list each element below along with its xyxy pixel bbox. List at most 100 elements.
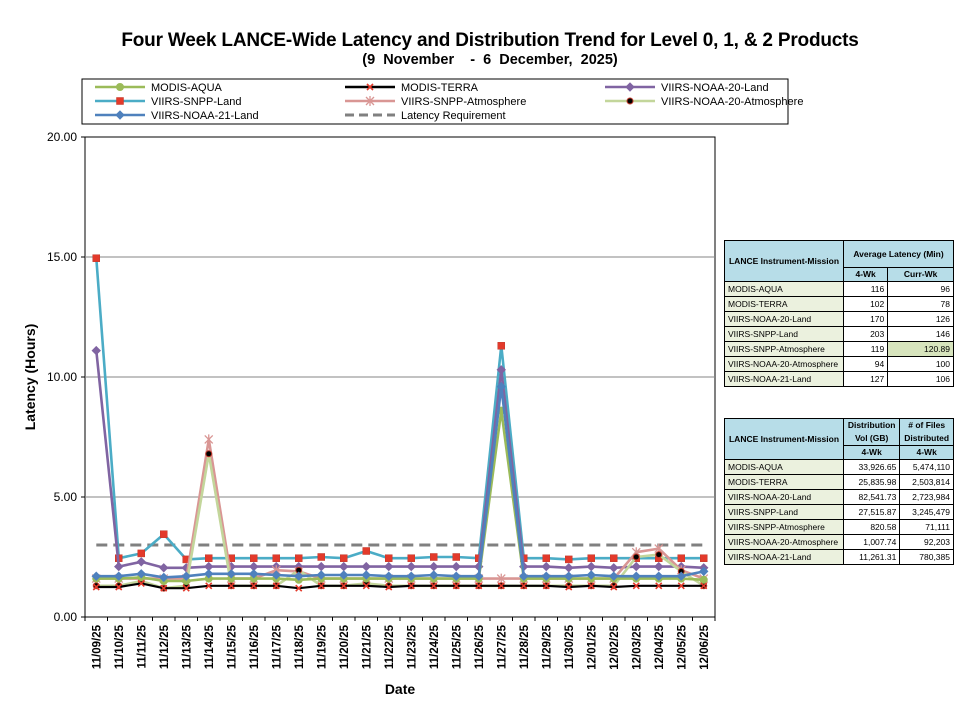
data-point — [610, 583, 618, 591]
table-row: VIIRS-SNPP-Atmosphere 119 120.89 — [724, 341, 954, 357]
data-point — [181, 571, 191, 581]
grid-lines — [85, 256, 715, 498]
data-point — [362, 582, 370, 590]
series-line — [95, 350, 704, 570]
legend: MODIS-AQUA MODIS-TERRA VIIRS-NOAA-20-Land V… — [95, 82, 803, 122]
legend-entry: MODIS-TERRA — [345, 82, 479, 94]
data-point — [406, 561, 416, 572]
value-cell: 27,515.87 — [842, 504, 901, 520]
data-point — [182, 584, 190, 592]
data-point — [586, 570, 596, 580]
legend-label: MODIS-AQUA — [151, 82, 223, 94]
data-point — [542, 554, 550, 562]
data-point — [496, 365, 506, 375]
x-tick-label: 11/16/25 — [249, 624, 261, 669]
instrument-name-cell: VIIRS-NOAA-20-Atmosphere — [724, 534, 844, 550]
dist-subheader-4wk-files: 4-Wk — [899, 445, 954, 460]
table-row: MODIS-TERRA 25,835.98 2,503,814 — [724, 474, 954, 490]
x-tick-label: 12/04/25 — [654, 624, 666, 669]
data-point — [654, 561, 664, 572]
series-group — [91, 254, 709, 592]
data-point — [272, 554, 280, 562]
data-point — [587, 582, 595, 590]
x-tick-label: 11/17/25 — [271, 624, 283, 669]
value-cell: 25,835.98 — [842, 474, 901, 490]
legend-label: VIIRS-NOAA-20-Atmosphere — [661, 96, 803, 108]
latency-subheader-currwk: Curr-Wk — [887, 267, 954, 282]
data-point — [587, 554, 595, 562]
legend-label: VIIRS-NOAA-21-Land — [151, 110, 259, 122]
y-tick-label: 20.00 — [47, 130, 77, 144]
data-point — [136, 557, 146, 567]
x-tick-label: 12/02/25 — [609, 624, 621, 669]
data-point — [91, 571, 101, 581]
data-point — [541, 561, 551, 572]
x-tick-label: 11/20/25 — [339, 624, 351, 669]
data-point — [406, 571, 416, 581]
data-point — [226, 569, 236, 579]
x-tick-label: 11/30/25 — [564, 624, 576, 669]
legend-label: VIIRS-NOAA-20-Land — [661, 82, 769, 94]
value-cell: 2,503,814 — [899, 474, 954, 490]
data-point — [205, 450, 213, 458]
x-tick-label: 11/25/25 — [451, 624, 463, 669]
data-point — [430, 582, 438, 590]
x-tick-label: 11/23/25 — [406, 624, 418, 669]
table-row: MODIS-TERRA 102 78 — [724, 296, 954, 312]
legend-box — [81, 78, 789, 125]
table-row: VIIRS-NOAA-20-Atmosphere 94 100 — [724, 356, 954, 372]
value-cell: 3,245,479 — [899, 504, 954, 520]
data-point — [160, 584, 168, 592]
data-point — [249, 569, 259, 579]
x-tick-label: 11/12/25 — [159, 624, 171, 669]
data-point — [632, 553, 640, 561]
table-row: VIIRS-NOAA-21-Land 127 106 — [724, 371, 954, 387]
series-line — [96, 582, 704, 590]
value-cell: 106 — [887, 371, 954, 387]
data-point — [204, 434, 214, 445]
y-axis-ticks: 0.00 5.00 10.00 15.00 20.00 — [47, 130, 85, 624]
data-point — [565, 583, 573, 591]
data-point — [451, 571, 461, 581]
x-tick-label: 11/11/25 — [136, 624, 148, 668]
data-point — [114, 561, 124, 572]
legend-entry: VIIRS-NOAA-20-Atmosphere — [605, 96, 803, 108]
value-cell: 102 — [842, 296, 889, 312]
value-cell: 1,007.74 — [842, 534, 901, 550]
x-tick-label: 11/14/25 — [204, 624, 216, 669]
table-row: VIIRS-SNPP-Atmosphere 820.58 71,111 — [724, 519, 954, 535]
data-point — [250, 582, 258, 590]
data-point — [137, 549, 145, 558]
series-line — [95, 258, 704, 561]
x-tick-label: 11/13/25 — [181, 624, 193, 669]
data-point — [340, 582, 348, 590]
value-cell: 82,541.73 — [842, 489, 901, 505]
data-point — [610, 554, 618, 562]
data-point — [497, 342, 505, 350]
data-point — [632, 582, 640, 590]
x-tick-label: 12/03/25 — [631, 624, 643, 669]
x-tick-label: 11/24/25 — [429, 624, 441, 669]
data-point — [159, 563, 169, 573]
data-point — [114, 571, 124, 581]
instrument-name-cell: VIIRS-SNPP-Atmosphere — [724, 341, 844, 357]
legend-entry: Latency Requirement — [345, 110, 506, 122]
y-axis-label: Latency (Hours) — [22, 324, 38, 431]
series-viirs-noaa-21-land — [91, 381, 709, 583]
data-point — [91, 345, 101, 356]
legend-entry: VIIRS-NOAA-20-Land — [605, 82, 769, 94]
value-cell: 2,723,984 — [899, 489, 954, 505]
instrument-name-cell: VIIRS-NOAA-21-Land — [724, 549, 844, 565]
value-cell: 820.58 — [842, 519, 901, 535]
x-tick-label: 11/21/25 — [361, 624, 373, 669]
value-cell: 100 — [887, 356, 954, 372]
table-row: VIIRS-SNPP-Land 203 146 — [724, 326, 954, 342]
data-point — [564, 571, 574, 581]
table-row: MODIS-AQUA 116 96 — [724, 281, 954, 297]
x-tick-label: 12/06/25 — [699, 624, 711, 669]
value-cell: 119 — [842, 341, 889, 357]
data-point — [385, 583, 393, 591]
data-point — [205, 582, 213, 590]
latency-subheader-4wk: 4-Wk — [842, 267, 889, 282]
